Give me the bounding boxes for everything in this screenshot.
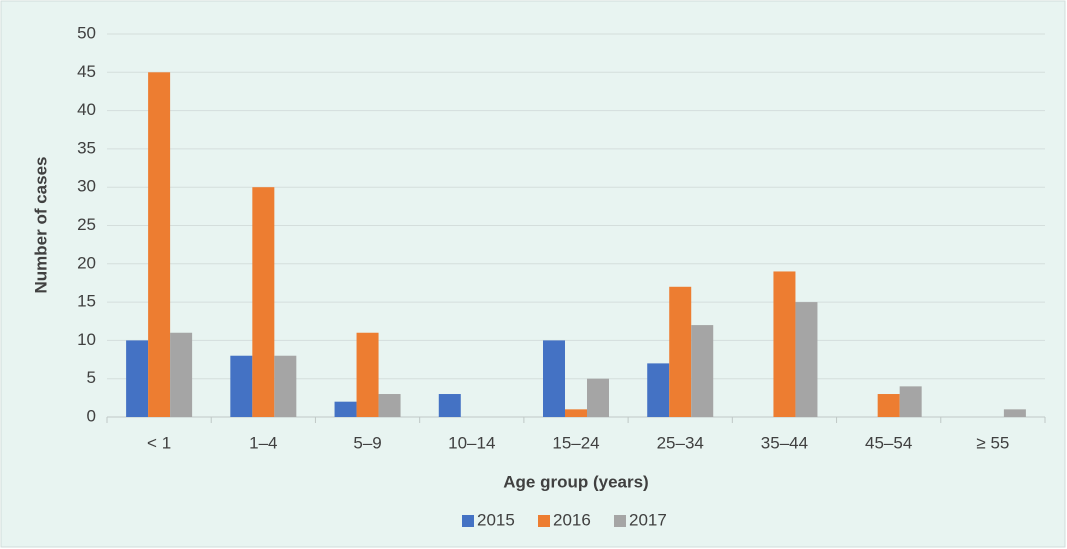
x-tick-label: 15–24 [552, 433, 599, 452]
x-tick-label: 35–44 [761, 433, 808, 452]
bar [148, 72, 171, 418]
bar [899, 386, 922, 417]
bar [334, 401, 357, 417]
bar [795, 302, 818, 417]
y-tick-label: 15 [77, 292, 96, 311]
bar [543, 340, 565, 417]
y-tick-label: 40 [77, 100, 96, 119]
bar [252, 187, 275, 417]
y-tick-label: 45 [77, 62, 96, 81]
bar [587, 378, 609, 417]
legend-swatch [614, 515, 626, 527]
x-tick-label: 45–54 [865, 433, 912, 452]
bar [565, 409, 587, 417]
bar [438, 394, 461, 417]
x-tick-label: 10–14 [448, 433, 495, 452]
bar [691, 325, 714, 417]
bar [378, 394, 401, 417]
x-tick-label: ≥ 55 [976, 433, 1009, 452]
y-tick-label: 25 [77, 215, 96, 234]
bar [230, 355, 253, 417]
legend-label: 2017 [629, 510, 667, 529]
x-tick-label: 1–4 [249, 433, 277, 452]
y-tick-label: 10 [77, 330, 96, 349]
legend-label: 2016 [553, 510, 591, 529]
y-tick-label: 5 [87, 368, 96, 387]
bar [877, 394, 900, 417]
y-tick-label: 20 [77, 253, 96, 272]
legend-label: 2015 [477, 510, 515, 529]
legend-swatch [538, 515, 550, 527]
y-tick-label: 30 [77, 177, 96, 196]
x-tick-label: 25–34 [657, 433, 704, 452]
legend-swatch [462, 515, 474, 527]
y-tick-label: 35 [77, 138, 96, 157]
bar [274, 355, 297, 417]
x-tick-label: < 1 [147, 433, 171, 452]
x-tick-label: 5–9 [353, 433, 381, 452]
y-axis-title: Number of cases [31, 157, 50, 294]
bar [647, 363, 670, 417]
bar [669, 286, 692, 417]
bar [170, 332, 193, 417]
x-axis-title: Age group (years) [503, 472, 648, 491]
bar [356, 332, 379, 417]
y-tick-label: 50 [77, 23, 96, 42]
bar [126, 340, 149, 417]
y-tick-label: 0 [87, 406, 96, 425]
bar [1003, 409, 1026, 417]
bar [773, 271, 796, 417]
